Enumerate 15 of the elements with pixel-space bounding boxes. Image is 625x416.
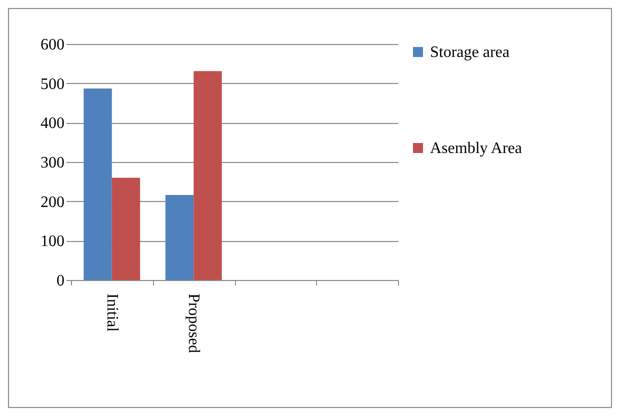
bar [194, 71, 222, 280]
y-tick-label: 0 [56, 272, 64, 290]
x-tick-label: Initial [103, 294, 120, 332]
legend-label: Asembly Area [430, 140, 522, 157]
y-tick-label: 600 [40, 36, 64, 54]
y-tick-label: 400 [40, 115, 64, 132]
bar [165, 195, 194, 280]
legend-label: Storage area [430, 44, 510, 61]
bar [84, 88, 112, 280]
x-tick-label: Proposed [185, 294, 202, 354]
bar [112, 178, 140, 280]
y-tick-label: 100 [40, 233, 64, 250]
y-tick-label: 500 [40, 76, 64, 93]
y-tick-label: 200 [40, 194, 64, 211]
y-tick-label: 300 [40, 154, 64, 172]
